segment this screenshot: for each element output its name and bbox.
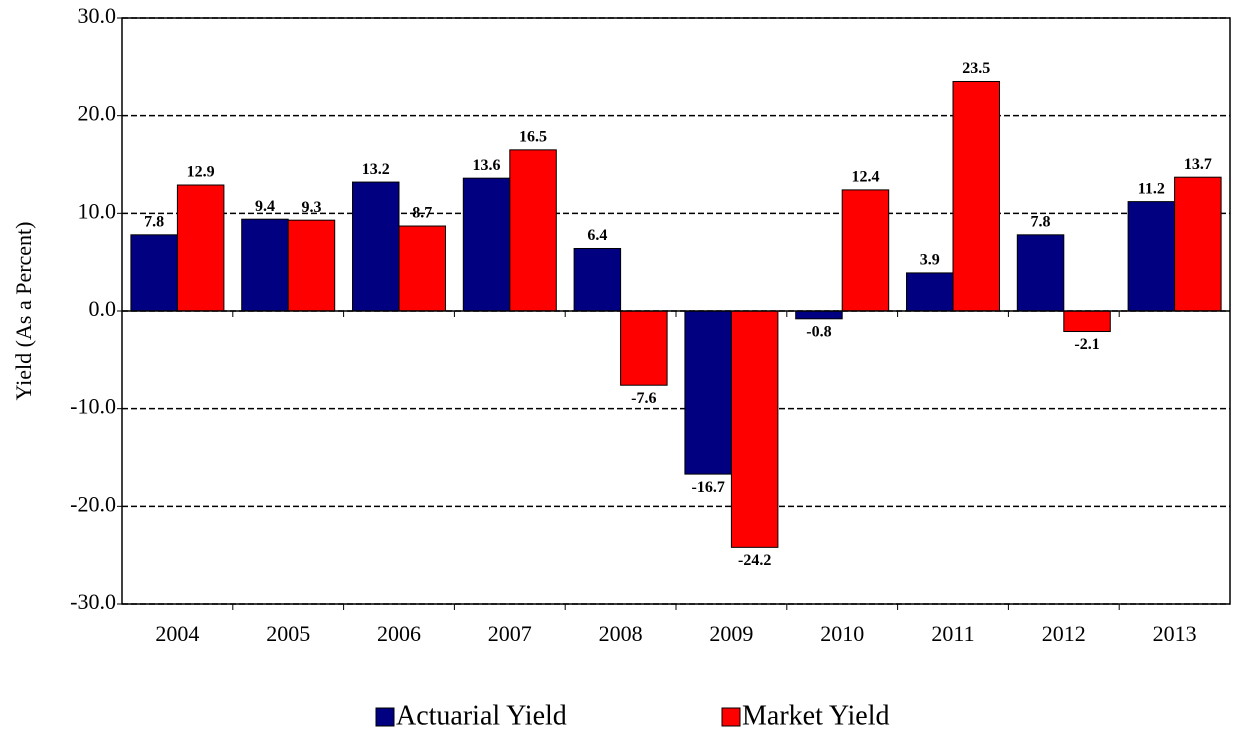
legend-label: Market Yield bbox=[742, 700, 889, 731]
x-tick-label: 2009 bbox=[709, 621, 753, 646]
bar bbox=[841, 189, 890, 312]
bar bbox=[573, 247, 622, 312]
legend-swatch bbox=[375, 707, 395, 727]
value-label: 12.4 bbox=[851, 169, 879, 186]
plot-frame bbox=[121, 17, 1231, 605]
value-label: -24.2 bbox=[738, 552, 771, 569]
value-label: 9.3 bbox=[301, 199, 321, 216]
value-label: 6.4 bbox=[587, 227, 607, 244]
value-label: 13.2 bbox=[362, 161, 390, 178]
bar bbox=[462, 177, 511, 312]
value-label: -2.1 bbox=[1074, 336, 1099, 353]
value-label: 13.7 bbox=[1184, 156, 1212, 173]
x-tick-label: 2008 bbox=[599, 621, 643, 646]
bar bbox=[730, 310, 779, 548]
bar bbox=[1174, 176, 1222, 312]
bar bbox=[1016, 234, 1065, 312]
bar bbox=[1127, 201, 1176, 312]
y-tick-label: 10.0 bbox=[78, 198, 117, 223]
bar bbox=[287, 219, 336, 312]
x-tick-label: 2004 bbox=[155, 621, 199, 646]
value-label: -0.8 bbox=[806, 323, 831, 340]
bar bbox=[906, 272, 954, 312]
x-tick-label: 2006 bbox=[377, 621, 421, 646]
value-label: 8.7 bbox=[412, 205, 432, 222]
bar bbox=[684, 310, 732, 475]
legend-swatch bbox=[721, 707, 741, 727]
bar bbox=[620, 310, 668, 386]
value-label: 13.6 bbox=[473, 157, 501, 174]
value-label: 7.8 bbox=[1031, 213, 1051, 230]
value-label: -7.6 bbox=[631, 390, 656, 407]
x-tick-label: 2012 bbox=[1042, 621, 1086, 646]
y-tick-label: -10.0 bbox=[70, 394, 116, 419]
value-label: 7.8 bbox=[144, 213, 164, 230]
legend-label: Actuarial Yield bbox=[396, 700, 567, 731]
value-label: 16.5 bbox=[519, 129, 547, 146]
y-tick-label: 30.0 bbox=[78, 3, 117, 28]
y-tick-label: 20.0 bbox=[78, 101, 117, 126]
value-label: 12.9 bbox=[187, 164, 215, 181]
x-tick-label: 2013 bbox=[1153, 621, 1197, 646]
bar bbox=[130, 234, 178, 312]
bar bbox=[398, 225, 446, 312]
bar bbox=[509, 149, 557, 312]
x-tick-label: 2011 bbox=[931, 621, 974, 646]
bar bbox=[795, 310, 843, 320]
value-label: 9.4 bbox=[255, 198, 275, 215]
x-tick-label: 2010 bbox=[820, 621, 864, 646]
y-tick-label: -20.0 bbox=[70, 491, 116, 516]
bar bbox=[241, 218, 289, 312]
value-label: -16.7 bbox=[691, 479, 724, 496]
bar bbox=[952, 80, 1000, 312]
y-tick-label: -30.0 bbox=[70, 589, 116, 614]
x-tick-label: 2007 bbox=[488, 621, 532, 646]
x-tick-label: 2005 bbox=[266, 621, 310, 646]
y-axis-label: Yield (As a Percent) bbox=[11, 222, 36, 401]
value-label: 3.9 bbox=[920, 252, 940, 269]
y-tick-label: 0.0 bbox=[89, 296, 117, 321]
bar bbox=[1063, 310, 1111, 333]
value-label: 11.2 bbox=[1138, 180, 1165, 197]
value-label: 23.5 bbox=[962, 60, 990, 77]
bar bbox=[352, 181, 400, 312]
bar bbox=[176, 184, 225, 312]
